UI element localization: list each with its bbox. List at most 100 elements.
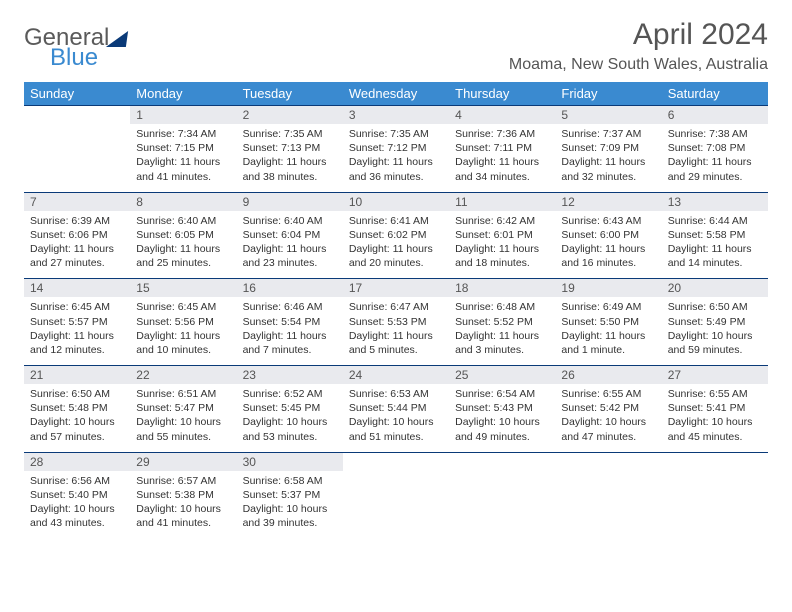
- day-number: 20: [662, 279, 768, 298]
- weekday-sat: Saturday: [662, 82, 768, 106]
- day-cell: Sunrise: 6:48 AMSunset: 5:52 PMDaylight:…: [449, 297, 555, 365]
- day-cell: Sunrise: 6:44 AMSunset: 5:58 PMDaylight:…: [662, 211, 768, 279]
- day-cell: Sunrise: 6:45 AMSunset: 5:57 PMDaylight:…: [24, 297, 130, 365]
- daylight-text: Daylight: 11 hours and 10 minutes.: [136, 329, 230, 357]
- day-cell: Sunrise: 6:50 AMSunset: 5:48 PMDaylight:…: [24, 384, 130, 452]
- sunrise-text: Sunrise: 6:45 AM: [30, 300, 124, 314]
- location-subtitle: Moama, New South Wales, Australia: [509, 56, 768, 74]
- day-number: 7: [24, 192, 130, 211]
- sunrise-text: Sunrise: 6:53 AM: [349, 387, 443, 401]
- sunrise-text: Sunrise: 6:55 AM: [561, 387, 655, 401]
- daynum-row: 21222324252627: [24, 366, 768, 385]
- sunset-text: Sunset: 5:53 PM: [349, 315, 443, 329]
- sunrise-text: Sunrise: 6:54 AM: [455, 387, 549, 401]
- daynum-row: 78910111213: [24, 192, 768, 211]
- day-cell: Sunrise: 6:55 AMSunset: 5:42 PMDaylight:…: [555, 384, 661, 452]
- daylight-text: Daylight: 11 hours and 29 minutes.: [668, 155, 762, 183]
- day-content-row: Sunrise: 6:56 AMSunset: 5:40 PMDaylight:…: [24, 471, 768, 539]
- sunrise-text: Sunrise: 7:35 AM: [243, 127, 337, 141]
- sunrise-text: Sunrise: 7:37 AM: [561, 127, 655, 141]
- daylight-text: Daylight: 10 hours and 45 minutes.: [668, 415, 762, 443]
- sunrise-text: Sunrise: 7:38 AM: [668, 127, 762, 141]
- day-number: 22: [130, 366, 236, 385]
- weekday-tue: Tuesday: [237, 82, 343, 106]
- day-cell: Sunrise: 6:58 AMSunset: 5:37 PMDaylight:…: [237, 471, 343, 539]
- day-content-row: Sunrise: 6:39 AMSunset: 6:06 PM Daylight:…: [24, 211, 768, 279]
- daylight-text: Daylight: 10 hours and 49 minutes.: [455, 415, 549, 443]
- day-number: 26: [555, 366, 661, 385]
- weekday-header-row: Sunday Monday Tuesday Wednesday Thursday…: [24, 82, 768, 106]
- day-number: [555, 452, 661, 471]
- sunset-text: Sunset: 6:00 PM: [561, 228, 655, 242]
- sunset-text: Sunset: 5:42 PM: [561, 401, 655, 415]
- daylight-text: Daylight: 11 hours and 14 minutes.: [668, 242, 762, 270]
- day-number: 17: [343, 279, 449, 298]
- sunset-text: Sunset: 5:44 PM: [349, 401, 443, 415]
- weekday-wed: Wednesday: [343, 82, 449, 106]
- daylight-text: Daylight: 11 hours and 36 minutes.: [349, 155, 443, 183]
- weekday-mon: Monday: [130, 82, 236, 106]
- sunset-text: Sunset: 5:38 PM: [136, 488, 230, 502]
- day-cell: [343, 471, 449, 539]
- day-cell: Sunrise: 7:37 AMSunset: 7:09 PMDaylight:…: [555, 124, 661, 192]
- day-cell: Sunrise: 6:41 AMSunset: 6:02 PMDaylight:…: [343, 211, 449, 279]
- sunrise-text: Sunrise: 6:42 AM: [455, 214, 549, 228]
- sunset-text: Sunset: 5:52 PM: [455, 315, 549, 329]
- sunrise-text: Sunrise: 6:49 AM: [561, 300, 655, 314]
- sunset-text: Sunset: 5:56 PM: [136, 315, 230, 329]
- day-content-row: Sunrise: 7:34 AMSunset: 7:15 PMDaylight:…: [24, 124, 768, 192]
- daylight-text: Daylight: 11 hours and 7 minutes.: [243, 329, 337, 357]
- header: General Blue April 2024 Moama, New South…: [24, 18, 768, 74]
- sunrise-text: Sunrise: 6:50 AM: [30, 387, 124, 401]
- day-cell: Sunrise: 6:45 AMSunset: 5:56 PMDaylight:…: [130, 297, 236, 365]
- day-cell: Sunrise: 6:47 AMSunset: 5:53 PMDaylight:…: [343, 297, 449, 365]
- daylight-text: Daylight: 11 hours and 3 minutes.: [455, 329, 549, 357]
- day-cell: Sunrise: 7:35 AMSunset: 7:13 PMDaylight:…: [237, 124, 343, 192]
- day-number: 15: [130, 279, 236, 298]
- day-cell: Sunrise: 6:54 AMSunset: 5:43 PMDaylight:…: [449, 384, 555, 452]
- sunset-text: Sunset: 7:08 PM: [668, 141, 762, 155]
- daynum-row: 14151617181920: [24, 279, 768, 298]
- sunset-text: Sunset: 5:58 PM: [668, 228, 762, 242]
- daylight-text: Daylight: 11 hours and 12 minutes.: [30, 329, 124, 357]
- day-cell: Sunrise: 6:46 AMSunset: 5:54 PMDaylight:…: [237, 297, 343, 365]
- day-number: 11: [449, 192, 555, 211]
- sunset-text: Sunset: 6:05 PM: [136, 228, 230, 242]
- day-number: 3: [343, 106, 449, 125]
- sunset-text: Sunset: 6:02 PM: [349, 228, 443, 242]
- sunrise-text: Sunrise: 6:45 AM: [136, 300, 230, 314]
- sail-icon: [106, 31, 128, 47]
- daylight-text: Daylight: 11 hours and 18 minutes.: [455, 242, 549, 270]
- day-number: 25: [449, 366, 555, 385]
- sunset-text: Sunset: 7:11 PM: [455, 141, 549, 155]
- sunrise-text: Sunrise: 6:56 AM: [30, 474, 124, 488]
- daynum-row: 123456: [24, 106, 768, 125]
- day-content-row: Sunrise: 6:45 AMSunset: 5:57 PMDaylight:…: [24, 297, 768, 365]
- day-cell: Sunrise: 6:51 AMSunset: 5:47 PMDaylight:…: [130, 384, 236, 452]
- day-number: 27: [662, 366, 768, 385]
- sunrise-text: Sunrise: 6:55 AM: [668, 387, 762, 401]
- day-number: [24, 106, 130, 125]
- daylight-text: Daylight: 10 hours and 53 minutes.: [243, 415, 337, 443]
- day-cell: [449, 471, 555, 539]
- sunset-text: Sunset: 6:04 PM: [243, 228, 337, 242]
- sunrise-text: Sunrise: 6:57 AM: [136, 474, 230, 488]
- page-title: April 2024: [509, 18, 768, 52]
- sunset-text: Sunset: 5:45 PM: [243, 401, 337, 415]
- day-number: 12: [555, 192, 661, 211]
- sunrise-text: Sunrise: 6:46 AM: [243, 300, 337, 314]
- sunrise-text: Sunrise: 7:34 AM: [136, 127, 230, 141]
- day-number: 6: [662, 106, 768, 125]
- day-number: 14: [24, 279, 130, 298]
- daylight-text: Daylight: 10 hours and 55 minutes.: [136, 415, 230, 443]
- day-number: 4: [449, 106, 555, 125]
- sunset-text: Sunset: 5:37 PM: [243, 488, 337, 502]
- day-cell: Sunrise: 6:43 AMSunset: 6:00 PMDaylight:…: [555, 211, 661, 279]
- sunset-text: Sunset: 5:41 PM: [668, 401, 762, 415]
- daylight-text: Daylight: 11 hours and 16 minutes.: [561, 242, 655, 270]
- sunset-text: Sunset: 6:06 PM: [30, 228, 124, 242]
- sunrise-text: Sunrise: 6:48 AM: [455, 300, 549, 314]
- sunset-text: Sunset: 6:01 PM: [455, 228, 549, 242]
- sunset-text: Sunset: 5:49 PM: [668, 315, 762, 329]
- sunrise-text: Sunrise: 6:39 AM: [30, 214, 124, 228]
